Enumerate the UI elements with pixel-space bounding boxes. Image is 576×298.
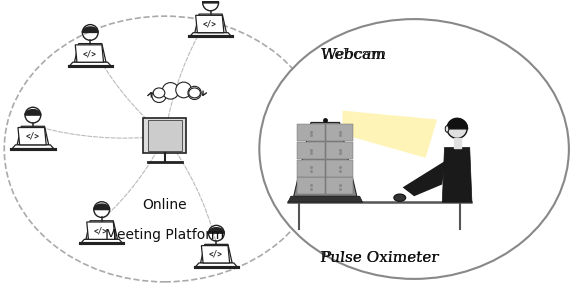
Ellipse shape	[152, 89, 166, 103]
Text: Meeting Platform: Meeting Platform	[105, 228, 225, 242]
Polygon shape	[82, 27, 98, 32]
Text: </>: </>	[209, 250, 222, 259]
Polygon shape	[326, 124, 353, 141]
Polygon shape	[343, 111, 437, 158]
Polygon shape	[297, 160, 325, 177]
FancyArrowPatch shape	[203, 91, 206, 95]
Ellipse shape	[447, 118, 467, 138]
Polygon shape	[294, 122, 357, 196]
Polygon shape	[203, 0, 218, 3]
Polygon shape	[75, 45, 104, 62]
Text: Pulse Oximeter: Pulse Oximeter	[320, 251, 439, 265]
Polygon shape	[87, 222, 115, 239]
Text: Webcam: Webcam	[321, 47, 386, 61]
Text: Pulse Oximeter: Pulse Oximeter	[320, 251, 439, 265]
Polygon shape	[326, 177, 353, 195]
FancyBboxPatch shape	[143, 118, 186, 153]
Polygon shape	[196, 15, 224, 33]
Ellipse shape	[153, 88, 165, 98]
Polygon shape	[70, 62, 111, 66]
Polygon shape	[190, 33, 232, 36]
Polygon shape	[297, 142, 325, 159]
Polygon shape	[288, 196, 362, 202]
Polygon shape	[18, 128, 46, 145]
Polygon shape	[25, 110, 41, 115]
Polygon shape	[202, 246, 230, 263]
Polygon shape	[297, 177, 325, 195]
FancyArrowPatch shape	[148, 93, 151, 97]
Polygon shape	[12, 145, 54, 149]
Polygon shape	[94, 204, 109, 209]
Text: </>: </>	[25, 132, 39, 141]
Polygon shape	[442, 148, 472, 202]
Polygon shape	[81, 239, 123, 243]
Polygon shape	[209, 228, 224, 233]
Text: </>: </>	[94, 226, 108, 235]
Ellipse shape	[153, 87, 201, 99]
Ellipse shape	[259, 19, 569, 279]
Text: </>: </>	[82, 49, 96, 58]
Ellipse shape	[176, 82, 192, 98]
Polygon shape	[196, 263, 237, 267]
Ellipse shape	[189, 88, 200, 98]
Text: Online: Online	[142, 198, 187, 212]
FancyBboxPatch shape	[148, 120, 181, 151]
Ellipse shape	[162, 83, 179, 99]
Text: Webcam: Webcam	[321, 47, 386, 61]
Ellipse shape	[394, 194, 406, 201]
Polygon shape	[403, 161, 445, 196]
Polygon shape	[326, 160, 353, 177]
Text: </>: </>	[203, 19, 217, 29]
Polygon shape	[297, 124, 325, 141]
Ellipse shape	[188, 86, 201, 100]
Polygon shape	[326, 142, 353, 159]
Ellipse shape	[445, 126, 449, 132]
